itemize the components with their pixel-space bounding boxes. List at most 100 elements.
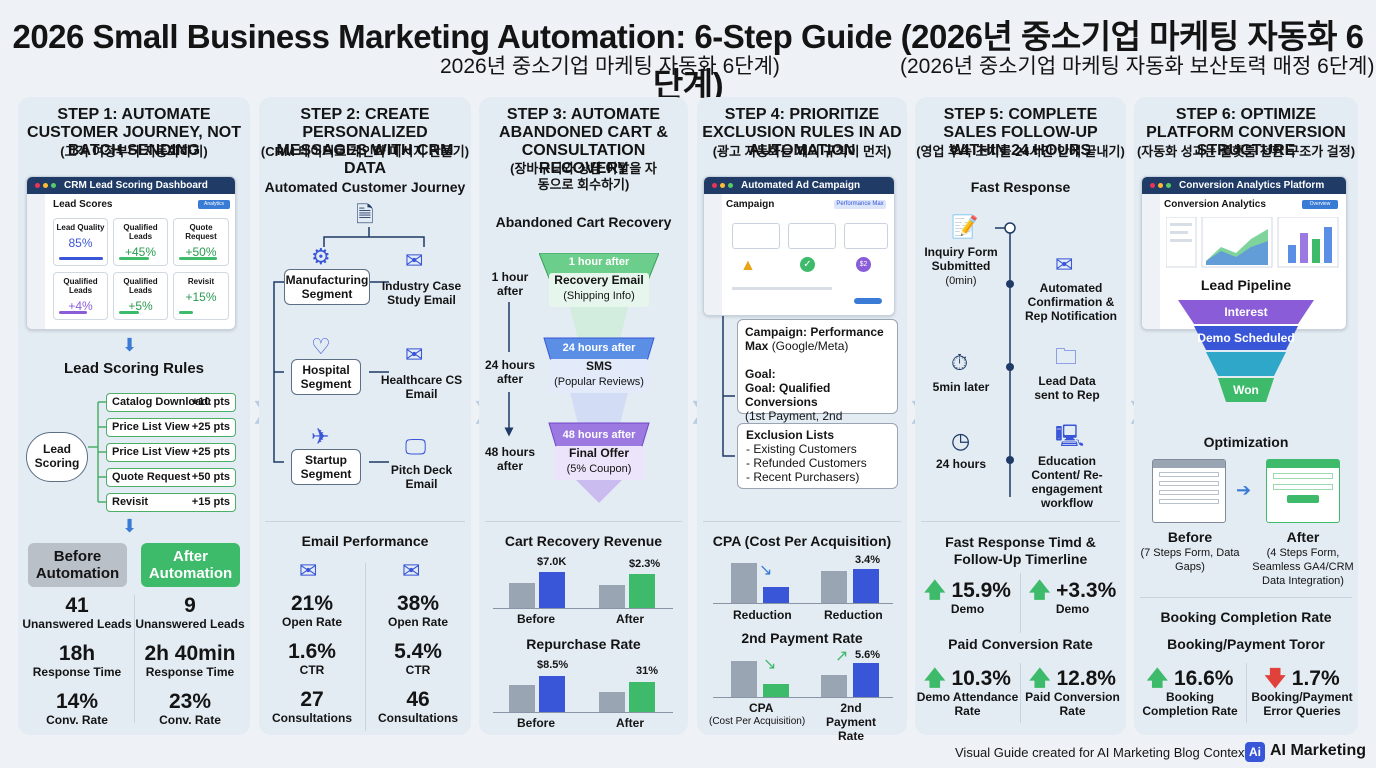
footer-credit: Visual Guide created for AI Marketing Bl… (955, 745, 1249, 760)
bar (629, 682, 655, 712)
segment-hospital: Hospital Segment (291, 359, 361, 395)
pipeline-stage: Won (1233, 383, 1259, 397)
after-label: After (1286, 529, 1320, 545)
data-label: 3.4% (855, 554, 881, 566)
stage-box: Final Offer (5% Coupon) (554, 446, 644, 480)
exclusion-card: Exclusion Lists - Existing Customers - Ref… (737, 423, 898, 489)
score-card: Lead Quality 85% (53, 218, 108, 266)
x-label: Before (517, 716, 556, 730)
bar (599, 585, 625, 608)
up-arrow-icon: 🡅 (1029, 667, 1051, 690)
data-label: $8.5% (537, 659, 569, 671)
arrow-right-icon: ➔ (1236, 480, 1252, 500)
after-stat: 23% Conv. Rate (159, 690, 221, 728)
overview-button[interactable]: Overview (1302, 200, 1338, 209)
email-stat: 27 Consultations (272, 688, 352, 726)
data-label: $2.3% (629, 558, 661, 570)
x-label: Reduction (824, 608, 883, 622)
dashboard-sidebar (1142, 194, 1160, 329)
performance-max-button[interactable]: Performance Max (834, 200, 886, 209)
bar (853, 663, 879, 697)
bar (853, 569, 879, 603)
response-timeline (995, 222, 1016, 497)
cpa-title: CPA (Cost Per Acquisition) (712, 533, 892, 549)
score-card: Qualified Leads +4% (53, 272, 108, 320)
email-stat: 5.4% CTR (394, 640, 442, 678)
before-stat: 41 Unanswered Leads (22, 594, 132, 632)
email-label: Healthcare CS Email (380, 373, 463, 401)
panel-title: Lead Scores (53, 199, 113, 210)
timeline-left: Inquiry Form Submitted (0min) (924, 245, 998, 287)
before-automation-badge: Before Automation (28, 543, 127, 587)
subtitle-left: 2026년 중소기업 마케팅 자동화 6단계) (440, 55, 780, 78)
data-label: $7.0K (537, 556, 567, 568)
step2-korean: (CRM 테이터로 게인화 메시지 만들기) (260, 144, 470, 159)
metric: 🡅 16.6% Booking Completion Rate (1142, 667, 1238, 719)
bar (599, 692, 625, 712)
down-arrow-icon: ⬇ (122, 335, 138, 355)
education-icon: 🖳 (1055, 423, 1085, 448)
placeholder-card (732, 223, 780, 249)
subtitle-right: (2026년 중소기업 마케팅 자동화 보산토력 매정 6단계) (900, 55, 1375, 78)
placeholder-line (732, 287, 832, 290)
bar (763, 684, 789, 697)
page-title: 2026 Small Business Marketing Automation… (12, 18, 1364, 103)
metric: 🡅 15.9% Demo (924, 579, 1011, 617)
before-stat: 14% Conv. Rate (46, 690, 108, 728)
google-ads-icon: ▲ (740, 257, 756, 274)
metric: 🡅 +3.3% Demo (1028, 579, 1117, 617)
timeline-line (499, 302, 519, 482)
timeline-title: Fast Response Timd & Follow-Up Timerline (945, 534, 1096, 567)
dashboard-sidebar (27, 194, 45, 329)
analytics-charts (1166, 217, 1339, 268)
metric: 🡇 1.7% Booking/Payment Error Queries (1251, 667, 1353, 719)
step5-korean: (영업 후속 조치를 24시간 안에 끝내기) (916, 144, 1125, 159)
step5-column: STEP 5: COMPLETE SALES FOLLOW-UP WITHIN … (915, 97, 1126, 735)
placeholder-card (788, 223, 836, 249)
bar (763, 587, 789, 603)
rule-item: Price List View +25 pts (106, 443, 236, 462)
after-stat: 2h 40min Response Time (144, 642, 236, 680)
bar (731, 563, 757, 603)
timeline-left: 5min later (932, 380, 990, 394)
envelope-icon: ✉ (402, 558, 421, 583)
paid-conversion-title: Paid Conversion Rate (948, 636, 1093, 652)
fast-response-title: Fast Response (970, 179, 1071, 195)
rule-item: Catalog Download: +10 pts (106, 393, 236, 412)
folder-icon: 🗀 (1055, 344, 1078, 369)
booking-subtitle: Booking/Payment Toror (1167, 636, 1325, 652)
analytics-button[interactable]: Analytics (198, 200, 230, 209)
campaign-connector (722, 316, 735, 457)
payment-chart: ↘ ↗ (713, 648, 893, 698)
bar (509, 685, 535, 712)
trend-down-arrow-icon: ↘ (759, 562, 773, 579)
brand-name: AI Marketing (1270, 742, 1367, 759)
lead-scoring-hub: Lead Scoring (26, 432, 88, 482)
campaign-card: Campaign: Performance Max (Google/Meta) … (737, 319, 898, 437)
step6-column: STEP 6: OPTIMIZE PLATFORM CONVERSION STR… (1134, 97, 1358, 735)
step4-heading: STEP 4: PRIORITIZE EXCLUSION RULES IN AD… (702, 106, 902, 159)
revenue-chart (493, 567, 673, 609)
x-label-sub: (Cost Per Acquisition) (709, 716, 806, 727)
bar (821, 571, 847, 603)
x-label: After (616, 612, 645, 626)
after-form-icon (1266, 459, 1340, 523)
data-label: 5.6% (855, 649, 881, 661)
step1-heading: STEP 1: AUTOMATE CUSTOMER JOURNEY, NOT B… (27, 106, 241, 159)
payment-title: 2nd Payment Rate (741, 630, 863, 646)
pipeline-stage: Demo Scheduled (1197, 331, 1295, 345)
timeline-right: Automated Confirmation & Rep Notificatio… (1025, 281, 1117, 323)
before-desc: (7 Steps Form, Data Gaps) (1140, 547, 1240, 573)
envelope-icon: ✉ (1055, 252, 1074, 277)
before-label: Before (1167, 529, 1213, 545)
up-arrow-icon: 🡅 (924, 579, 946, 602)
rules-title: Lead Scoring Rules (63, 360, 205, 377)
placeholder-card (844, 223, 888, 249)
divider (703, 521, 901, 522)
optimization-title: Optimization (1203, 434, 1289, 450)
divider (921, 521, 1120, 522)
timeline-right: Education Content/ Re-engagement workflo… (1031, 454, 1103, 510)
bar (821, 675, 847, 697)
brand-logo-icon: Ai (1245, 742, 1265, 762)
timeline-right: Lead Data sent to Rep (1034, 374, 1100, 402)
